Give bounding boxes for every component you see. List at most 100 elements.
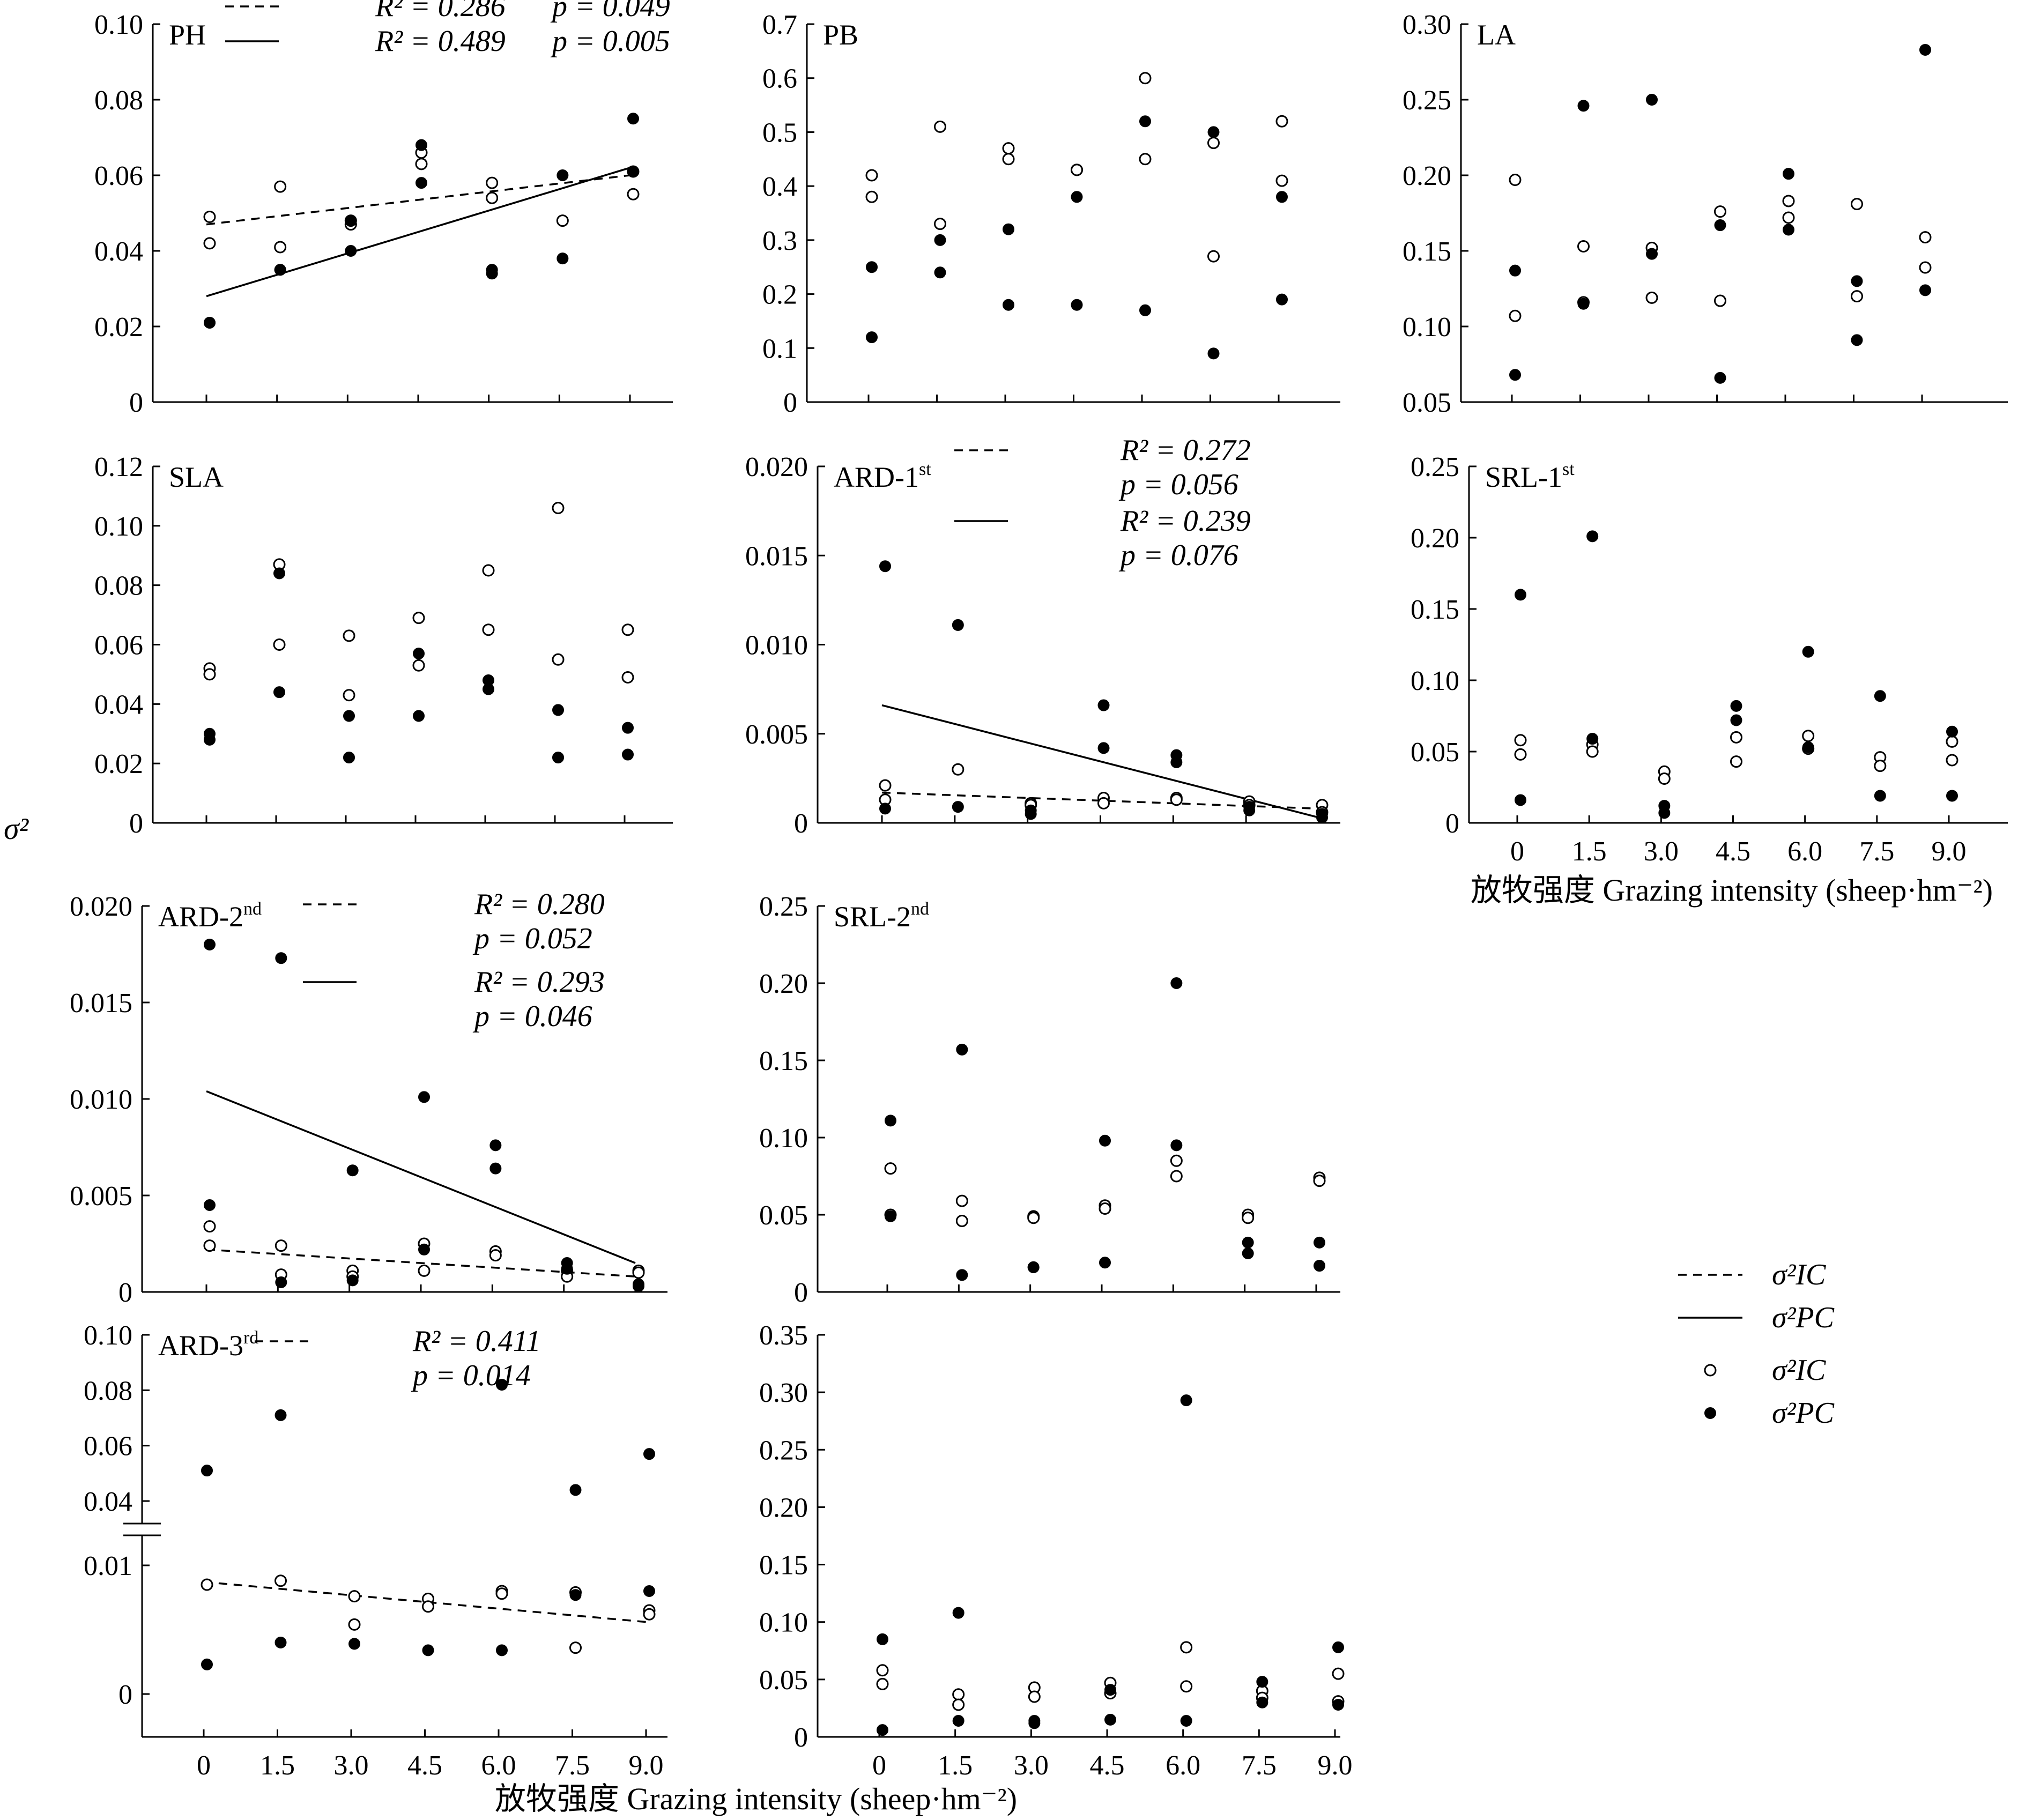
panel-label: ARD-2nd [158,899,262,933]
point-ic [201,1578,213,1591]
point-pc [1099,1134,1111,1147]
point-ic [1919,261,1932,274]
p-value-text: p = 0.056 [1118,468,1238,501]
point-pc [1170,1139,1183,1152]
x-tick-label: 1.5 [938,1750,973,1781]
point-pc [1802,645,1814,658]
point-ic [952,1688,965,1701]
y-tick-label: 0.08 [84,1376,132,1406]
y-tick-label: 0.1 [762,333,797,364]
panel-3: 0.05 0.10 0.15 0.20 0.25 0.30 LA [1403,10,2008,418]
point-ic [1027,1212,1040,1224]
point-ic [1002,153,1015,166]
point-pc [413,710,425,722]
y-tick-label: 0.02 [94,312,143,343]
x-tick-label: 6.0 [481,1750,516,1781]
y-tick-label: 0.4 [762,172,797,202]
p-value-text: p = 0.005 [550,25,670,58]
point-ic [552,502,565,515]
panel-label: PH [169,19,206,51]
point-ic [1514,748,1527,761]
point-pc [274,1637,287,1648]
y-tick-label: 0.20 [1411,523,1459,554]
point-ic [1851,198,1863,211]
x-tick-label: 9.0 [1932,836,1967,867]
y-tick-label: 0.15 [1411,595,1459,625]
point-pc [1027,1261,1040,1273]
point-ic [1509,309,1522,322]
point-pc [1180,1394,1192,1407]
point-pc [1243,804,1256,816]
point-ic [1509,173,1522,186]
point-pc [1658,807,1671,819]
point-pc [346,1274,359,1287]
point-pc [1515,589,1526,601]
point-ic [621,671,634,684]
point-ic [1730,731,1742,744]
point-pc [1170,756,1183,768]
point-pc [1714,372,1726,384]
panel-label: SRL-2nd [834,899,929,933]
point-pc [496,1644,508,1656]
point-ic [418,1264,431,1277]
x-axis-label-bottom: 放牧强度 Grazing intensity (sheep·hm⁻²) [495,1781,1017,1816]
x-tick-label: 4.5 [1090,1750,1125,1781]
point-ic [884,1162,897,1175]
y-tick-label: 0.35 [759,1320,808,1351]
point-ic [273,638,286,651]
point-pc [1646,94,1658,106]
y-tick-label: 0.06 [84,1431,132,1462]
point-ic [1919,231,1932,244]
point-pc [552,752,564,764]
point-pc [275,1276,287,1288]
x-tick-label: 1.5 [260,1750,295,1781]
point-ic [1097,797,1110,809]
y-tick-label: 0.6 [762,64,797,94]
point-pc [346,1164,359,1177]
point-pc [1851,334,1863,346]
point-pc [1586,733,1599,745]
point-pc [489,1162,502,1175]
panel-6: 0 0.05 0.10 0.15 0.20 0.25 0 1.5 3.0 4.5 6.0 7.5 9.0… [1411,452,2008,867]
point-pc [1242,1247,1254,1259]
point-pc [1332,1699,1344,1711]
y-tick-label: 0.25 [1411,452,1459,482]
legend-label: σ²PC [1772,1396,1835,1430]
y-tick-label: 0.10 [1411,666,1459,696]
y-tick-label: 0.30 [1403,10,1451,40]
y-tick-label: 0.06 [94,630,143,661]
x-tick-label: 7.5 [555,1750,590,1781]
point-pc [885,1115,896,1127]
x-tick-label: 0 [197,1750,211,1781]
x-tick-label: 3.0 [334,1750,369,1781]
point-ic [952,763,965,776]
point-pc [1316,812,1328,824]
x-tick-label: 4.5 [1716,836,1750,867]
point-pc [201,1465,213,1477]
panel-label-sup: nd [243,899,262,919]
r-squared-text: R² = 0.239 [1120,504,1251,538]
point-pc [345,214,357,227]
point-pc [416,139,427,151]
point-ic [274,1239,287,1252]
x-tick-label: 9.0 [1318,1750,1353,1781]
x-tick-label: 7.5 [1859,836,1894,867]
point-pc [1577,100,1590,112]
point-pc [273,686,285,699]
regression-line-pc [206,167,630,298]
point-ic [1071,164,1083,176]
point-pc [643,1585,655,1597]
point-ic [1874,760,1887,772]
point-ic [556,214,569,227]
point-ic [1275,115,1288,128]
y-tick-label: 0.10 [1403,312,1451,343]
point-ic [1170,1170,1183,1183]
point-pc [866,261,878,273]
point-pc [1256,1676,1268,1688]
panel-label: LA [1477,19,1516,51]
point-ic [348,1618,361,1631]
point-pc [1646,248,1658,260]
point-ic [955,1194,968,1207]
point-ic [1180,1680,1193,1693]
